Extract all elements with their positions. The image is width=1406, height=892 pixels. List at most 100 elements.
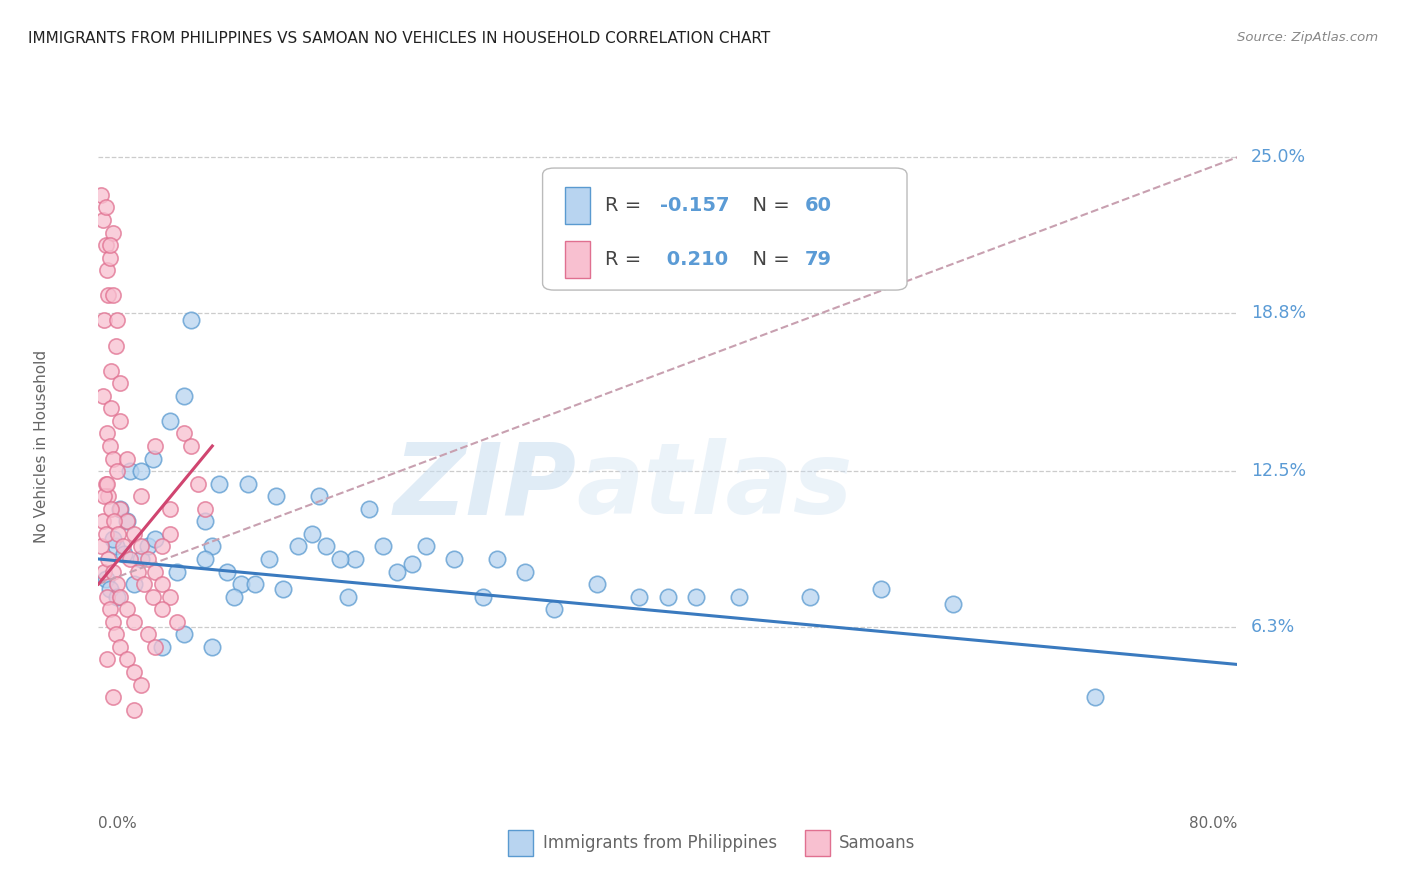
Point <box>173 426 195 441</box>
Point <box>180 439 202 453</box>
Point <box>152 602 174 616</box>
Point <box>98 582 121 596</box>
Point <box>129 464 152 478</box>
Point <box>93 489 115 503</box>
Point <box>870 582 893 596</box>
Point <box>100 364 122 378</box>
Point <box>122 615 145 629</box>
Point <box>108 501 131 516</box>
Text: N =: N = <box>740 250 796 268</box>
Text: 18.8%: 18.8% <box>1251 304 1306 322</box>
Point <box>104 540 127 554</box>
Point <box>222 590 245 604</box>
Point <box>122 703 145 717</box>
Point <box>108 414 131 428</box>
Point <box>343 552 366 566</box>
Point <box>194 514 217 528</box>
Point <box>194 552 217 566</box>
Text: 60: 60 <box>804 195 831 215</box>
FancyBboxPatch shape <box>509 830 533 856</box>
Point <box>152 540 174 554</box>
Point <box>371 540 394 554</box>
Point <box>122 665 145 679</box>
Point <box>194 501 217 516</box>
Text: 12.5%: 12.5% <box>1251 462 1306 480</box>
Point <box>103 514 125 528</box>
Text: Immigrants from Philippines: Immigrants from Philippines <box>543 834 776 852</box>
Point <box>159 501 181 516</box>
Point <box>97 552 120 566</box>
Point <box>166 615 188 629</box>
Text: N =: N = <box>740 195 796 215</box>
Point <box>97 489 120 503</box>
Point <box>159 527 181 541</box>
Point <box>273 582 295 596</box>
Point <box>101 226 124 240</box>
Text: IMMIGRANTS FROM PHILIPPINES VS SAMOAN NO VEHICLES IN HOUSEHOLD CORRELATION CHART: IMMIGRANTS FROM PHILIPPINES VS SAMOAN NO… <box>28 31 770 46</box>
Point <box>100 501 122 516</box>
Point <box>108 501 131 516</box>
Point <box>108 376 131 391</box>
Point <box>657 590 679 604</box>
Point <box>471 590 494 604</box>
Point <box>543 602 565 616</box>
Point <box>259 552 281 566</box>
Point <box>97 288 120 302</box>
Point <box>127 565 149 579</box>
Point <box>387 565 409 579</box>
Point <box>315 540 337 554</box>
Point <box>112 547 135 561</box>
Point <box>201 540 224 554</box>
Point <box>118 552 141 566</box>
Point <box>728 590 751 604</box>
Point <box>129 540 152 554</box>
Point <box>136 552 159 566</box>
Point <box>98 602 121 616</box>
Point <box>94 238 117 252</box>
Point <box>108 590 131 604</box>
Point <box>101 451 124 466</box>
Point <box>266 489 288 503</box>
Point <box>107 527 129 541</box>
Text: 6.3%: 6.3% <box>1251 618 1295 636</box>
FancyBboxPatch shape <box>543 168 907 290</box>
Point <box>96 426 118 441</box>
Point <box>101 565 124 579</box>
Text: atlas: atlas <box>576 438 853 535</box>
Text: 0.210: 0.210 <box>659 250 728 268</box>
Point <box>401 557 423 571</box>
Point <box>96 652 118 666</box>
Point <box>236 476 259 491</box>
Point <box>152 577 174 591</box>
Point <box>98 439 121 453</box>
Point <box>94 572 117 586</box>
Point <box>443 552 465 566</box>
Text: 79: 79 <box>804 250 831 268</box>
FancyBboxPatch shape <box>565 186 591 224</box>
Point <box>90 188 112 202</box>
Text: No Vehicles in Household: No Vehicles in Household <box>34 350 49 542</box>
Point <box>329 552 352 566</box>
Point <box>129 489 152 503</box>
Text: Source: ZipAtlas.com: Source: ZipAtlas.com <box>1237 31 1378 45</box>
Point <box>628 590 651 604</box>
Point <box>243 577 266 591</box>
Point <box>101 288 124 302</box>
Point <box>685 590 707 604</box>
Point <box>93 565 115 579</box>
Text: -0.157: -0.157 <box>659 195 730 215</box>
Point <box>799 590 821 604</box>
Point <box>96 476 118 491</box>
Point <box>122 577 145 591</box>
Point <box>94 476 117 491</box>
Point <box>105 313 128 327</box>
Point <box>118 464 141 478</box>
Text: 80.0%: 80.0% <box>1189 815 1237 830</box>
Point <box>96 590 118 604</box>
Text: 25.0%: 25.0% <box>1251 148 1306 166</box>
Point <box>91 213 114 227</box>
Point <box>108 640 131 654</box>
Point <box>301 527 323 541</box>
Point <box>136 627 159 641</box>
Text: R =: R = <box>605 250 648 268</box>
